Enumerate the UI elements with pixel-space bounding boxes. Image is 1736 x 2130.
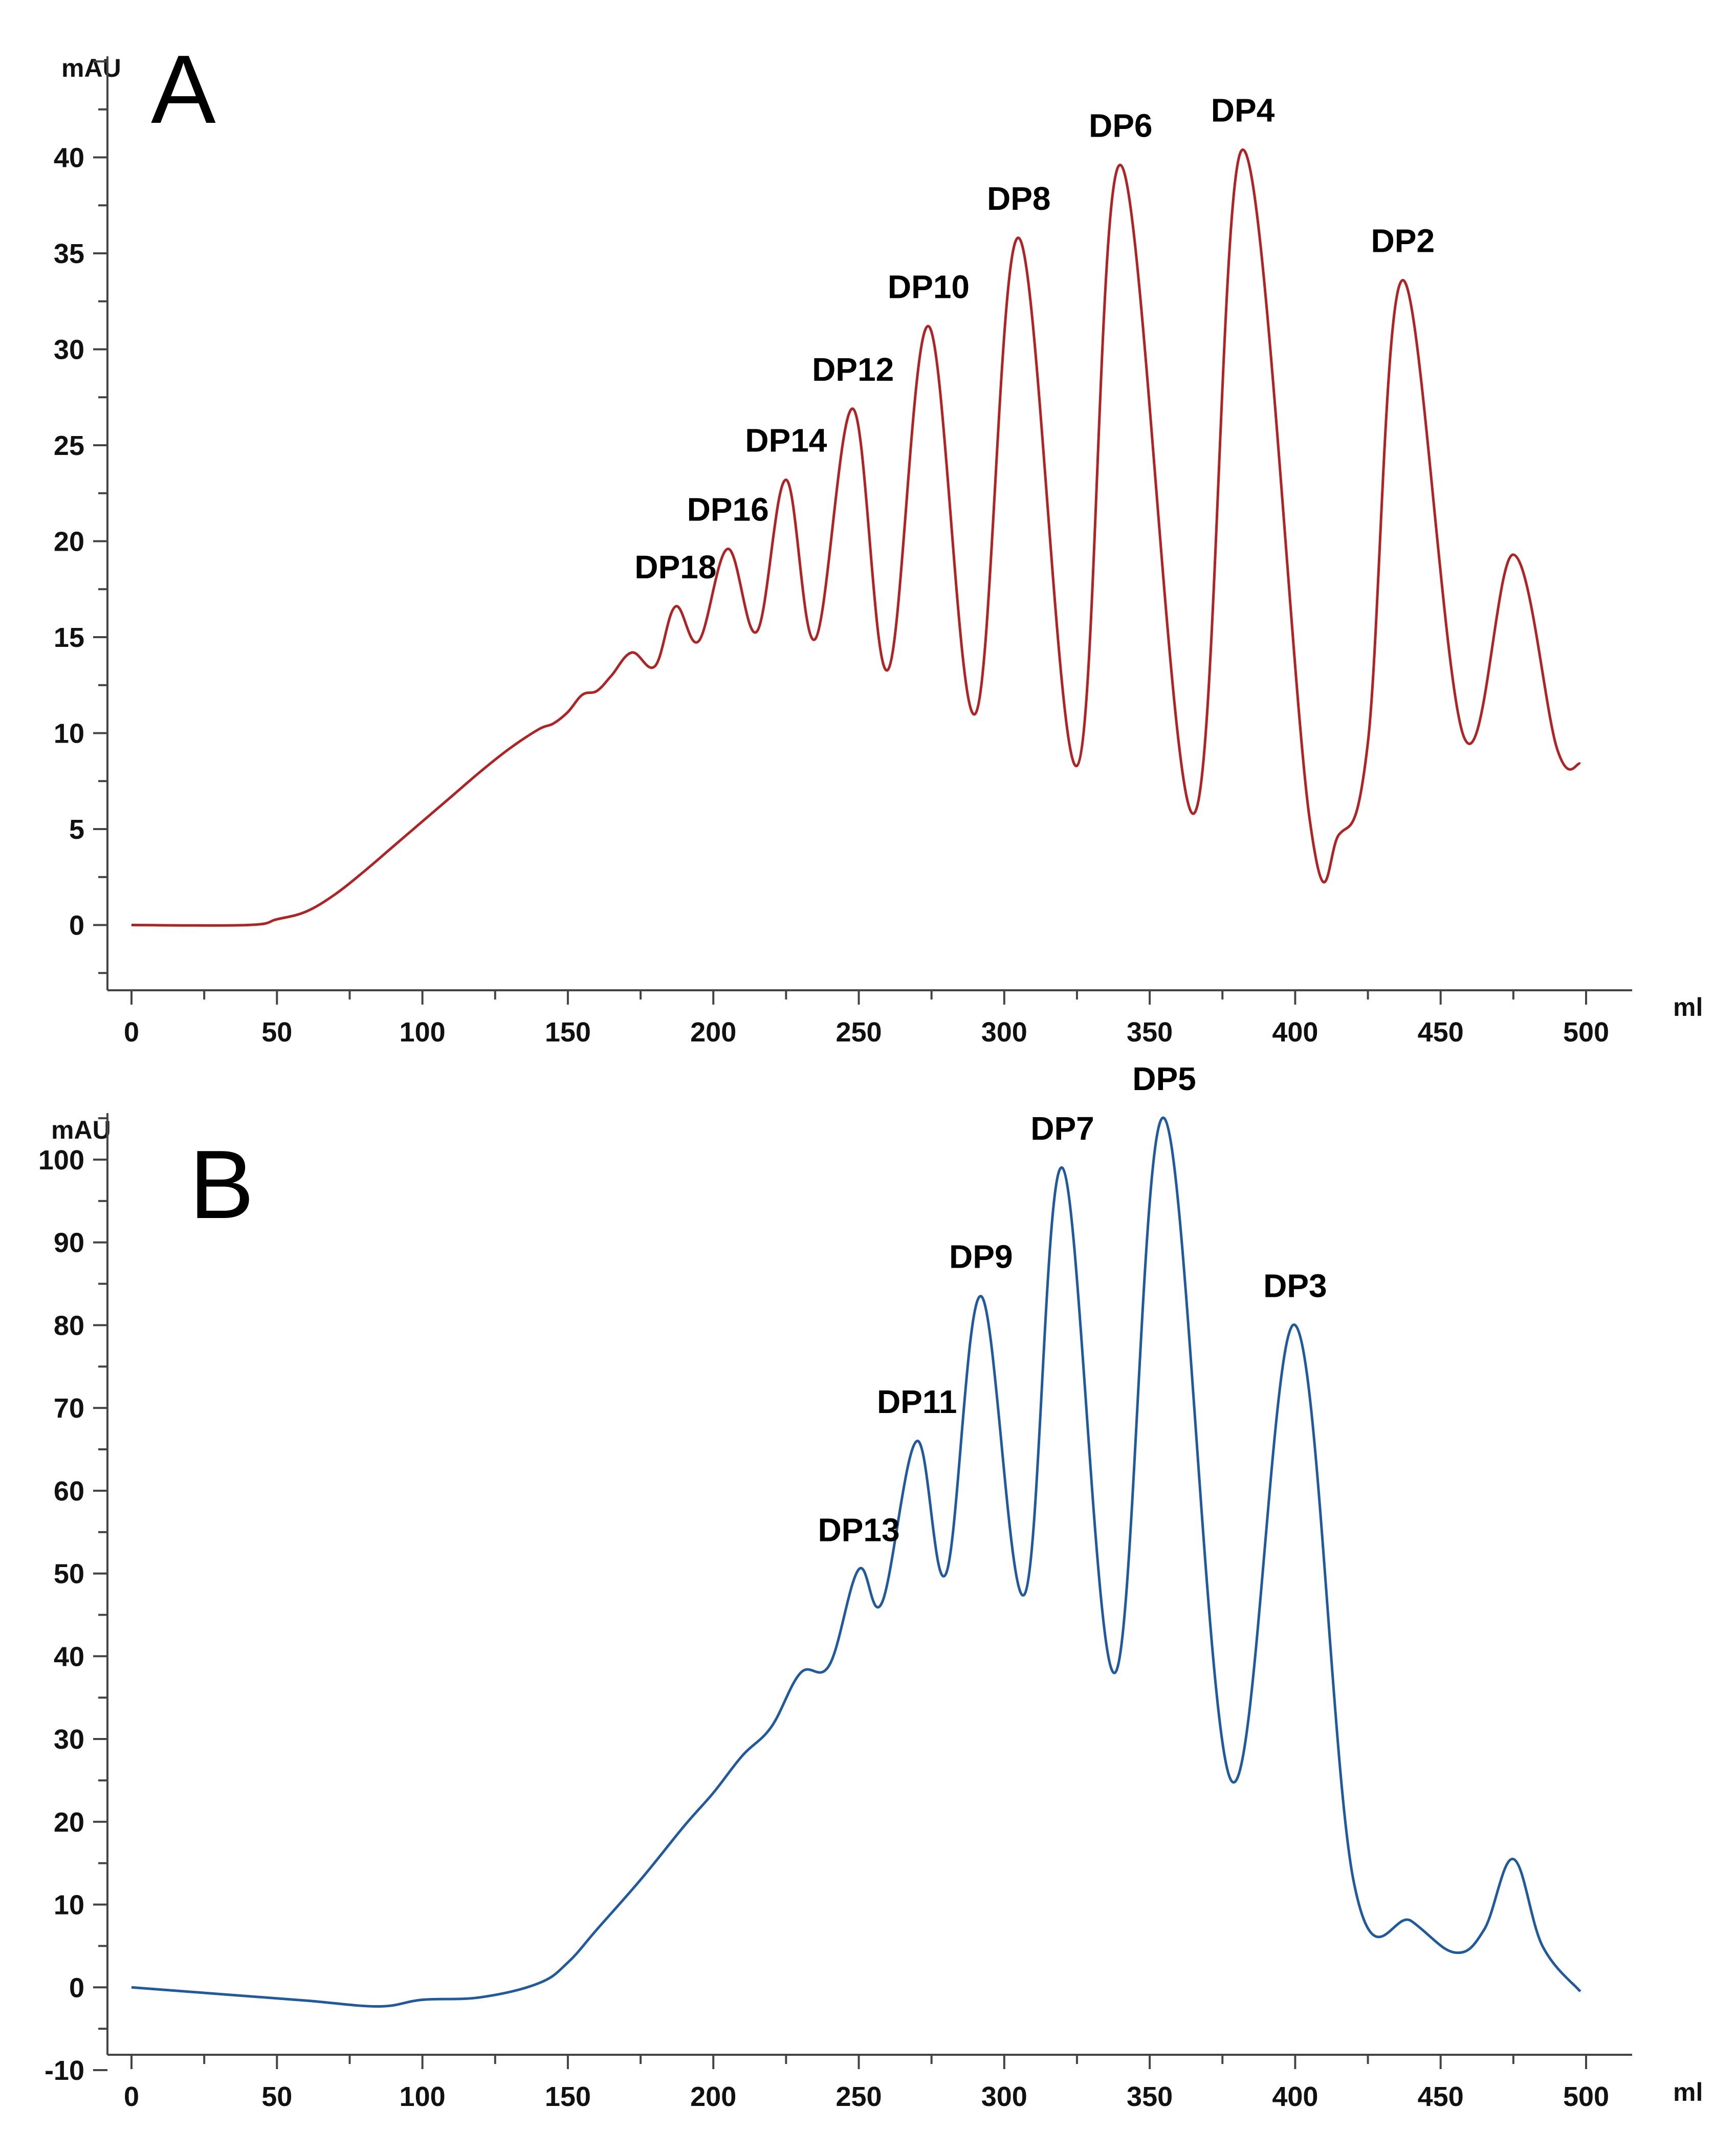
x-tick-label: 150 [545, 2081, 591, 2112]
peak-label: DP18 [634, 549, 716, 585]
x-tick-label: 450 [1418, 1017, 1464, 1048]
peak-label: DP11 [877, 1383, 957, 1420]
panel-label-a: A [151, 35, 216, 144]
peak-label: DP7 [1030, 1110, 1094, 1147]
y-tick-label: 50 [54, 1559, 84, 1590]
y-tick-label: 80 [54, 1310, 84, 1341]
y-tick-label: -10 [45, 2055, 84, 2086]
peak-label: DP13 [818, 1511, 899, 1548]
x-tick-label: 200 [690, 2081, 736, 2112]
peak-label: DP4 [1211, 92, 1275, 129]
y-tick-label: 10 [54, 1890, 84, 1921]
x-tick-label: 50 [261, 1017, 292, 1048]
y-tick-label: 40 [54, 1641, 84, 1672]
x-tick-label: 0 [124, 2081, 139, 2112]
x-tick-label: 400 [1272, 1017, 1318, 1048]
x-tick-label: 250 [836, 2081, 882, 2112]
x-tick-label: 0 [124, 1017, 139, 1048]
y-axis-label-b: mAU [51, 1116, 111, 1144]
peak-label: DP14 [745, 422, 827, 459]
peak-label: DP16 [687, 491, 769, 528]
x-tick-label: 100 [400, 2081, 446, 2112]
series-line-b [131, 1117, 1581, 2008]
peak-label: DP3 [1263, 1267, 1327, 1304]
x-tick-label: 300 [981, 2081, 1027, 2112]
peak-label: DP10 [888, 269, 970, 306]
chart-panel-b: B mAU ml 0 50 100 150 200 250 300 350 400 450 500-… [38, 1060, 1703, 2112]
series-line-a [131, 148, 1581, 927]
y-tick-label: 40 [54, 143, 84, 173]
x-axis-label-b: ml [1673, 2078, 1703, 2106]
y-tick-label: 30 [54, 1724, 84, 1755]
x-axis-label-a: ml [1673, 993, 1703, 1021]
x-tick-label: 350 [1127, 1017, 1173, 1048]
x-tick-label: 400 [1272, 2081, 1318, 2112]
x-tick-label: 500 [1563, 2081, 1609, 2112]
y-tick-label: 0 [69, 910, 84, 941]
x-tick-label: 50 [261, 2081, 292, 2112]
x-tick-label: 500 [1563, 1017, 1609, 1048]
y-tick-label: 5 [69, 814, 84, 845]
y-tick-label: 30 [54, 335, 84, 365]
peak-label: DP9 [949, 1238, 1013, 1275]
x-tick-label: 250 [836, 1017, 882, 1048]
y-tick-label: 20 [54, 527, 84, 557]
y-tick-label: 15 [54, 622, 84, 653]
y-tick-label: 35 [54, 238, 84, 269]
y-tick-label: 0 [69, 1972, 84, 2003]
x-tick-label: 450 [1418, 2081, 1464, 2112]
y-tick-label: 100 [38, 1145, 84, 1176]
y-tick-label: 10 [54, 719, 84, 749]
peak-label: DP2 [1371, 223, 1435, 259]
y-tick-label: 20 [54, 1807, 84, 1838]
y-axis-label-a: mAU [61, 54, 121, 82]
x-tick-label: 350 [1127, 2081, 1173, 2112]
x-tick-label: 200 [690, 1017, 736, 1048]
x-tick-label: 100 [400, 1017, 446, 1048]
peak-label: DP12 [812, 351, 894, 388]
peak-label: DP6 [1089, 107, 1153, 144]
y-tick-label: 70 [54, 1393, 84, 1424]
y-tick-label: 25 [54, 430, 84, 461]
panel-label-b: B [189, 1131, 254, 1239]
y-tick-label: 60 [54, 1476, 84, 1507]
y-tick-label: 90 [54, 1228, 84, 1258]
chart-panel-a: A mAU ml 0 50 100 150 200 250 300 350 400 450 500 0… [54, 35, 1703, 1048]
peak-label: DP8 [987, 180, 1051, 217]
x-tick-label: 300 [981, 1017, 1027, 1048]
x-tick-label: 150 [545, 1017, 591, 1048]
peak-label: DP5 [1132, 1060, 1196, 1097]
